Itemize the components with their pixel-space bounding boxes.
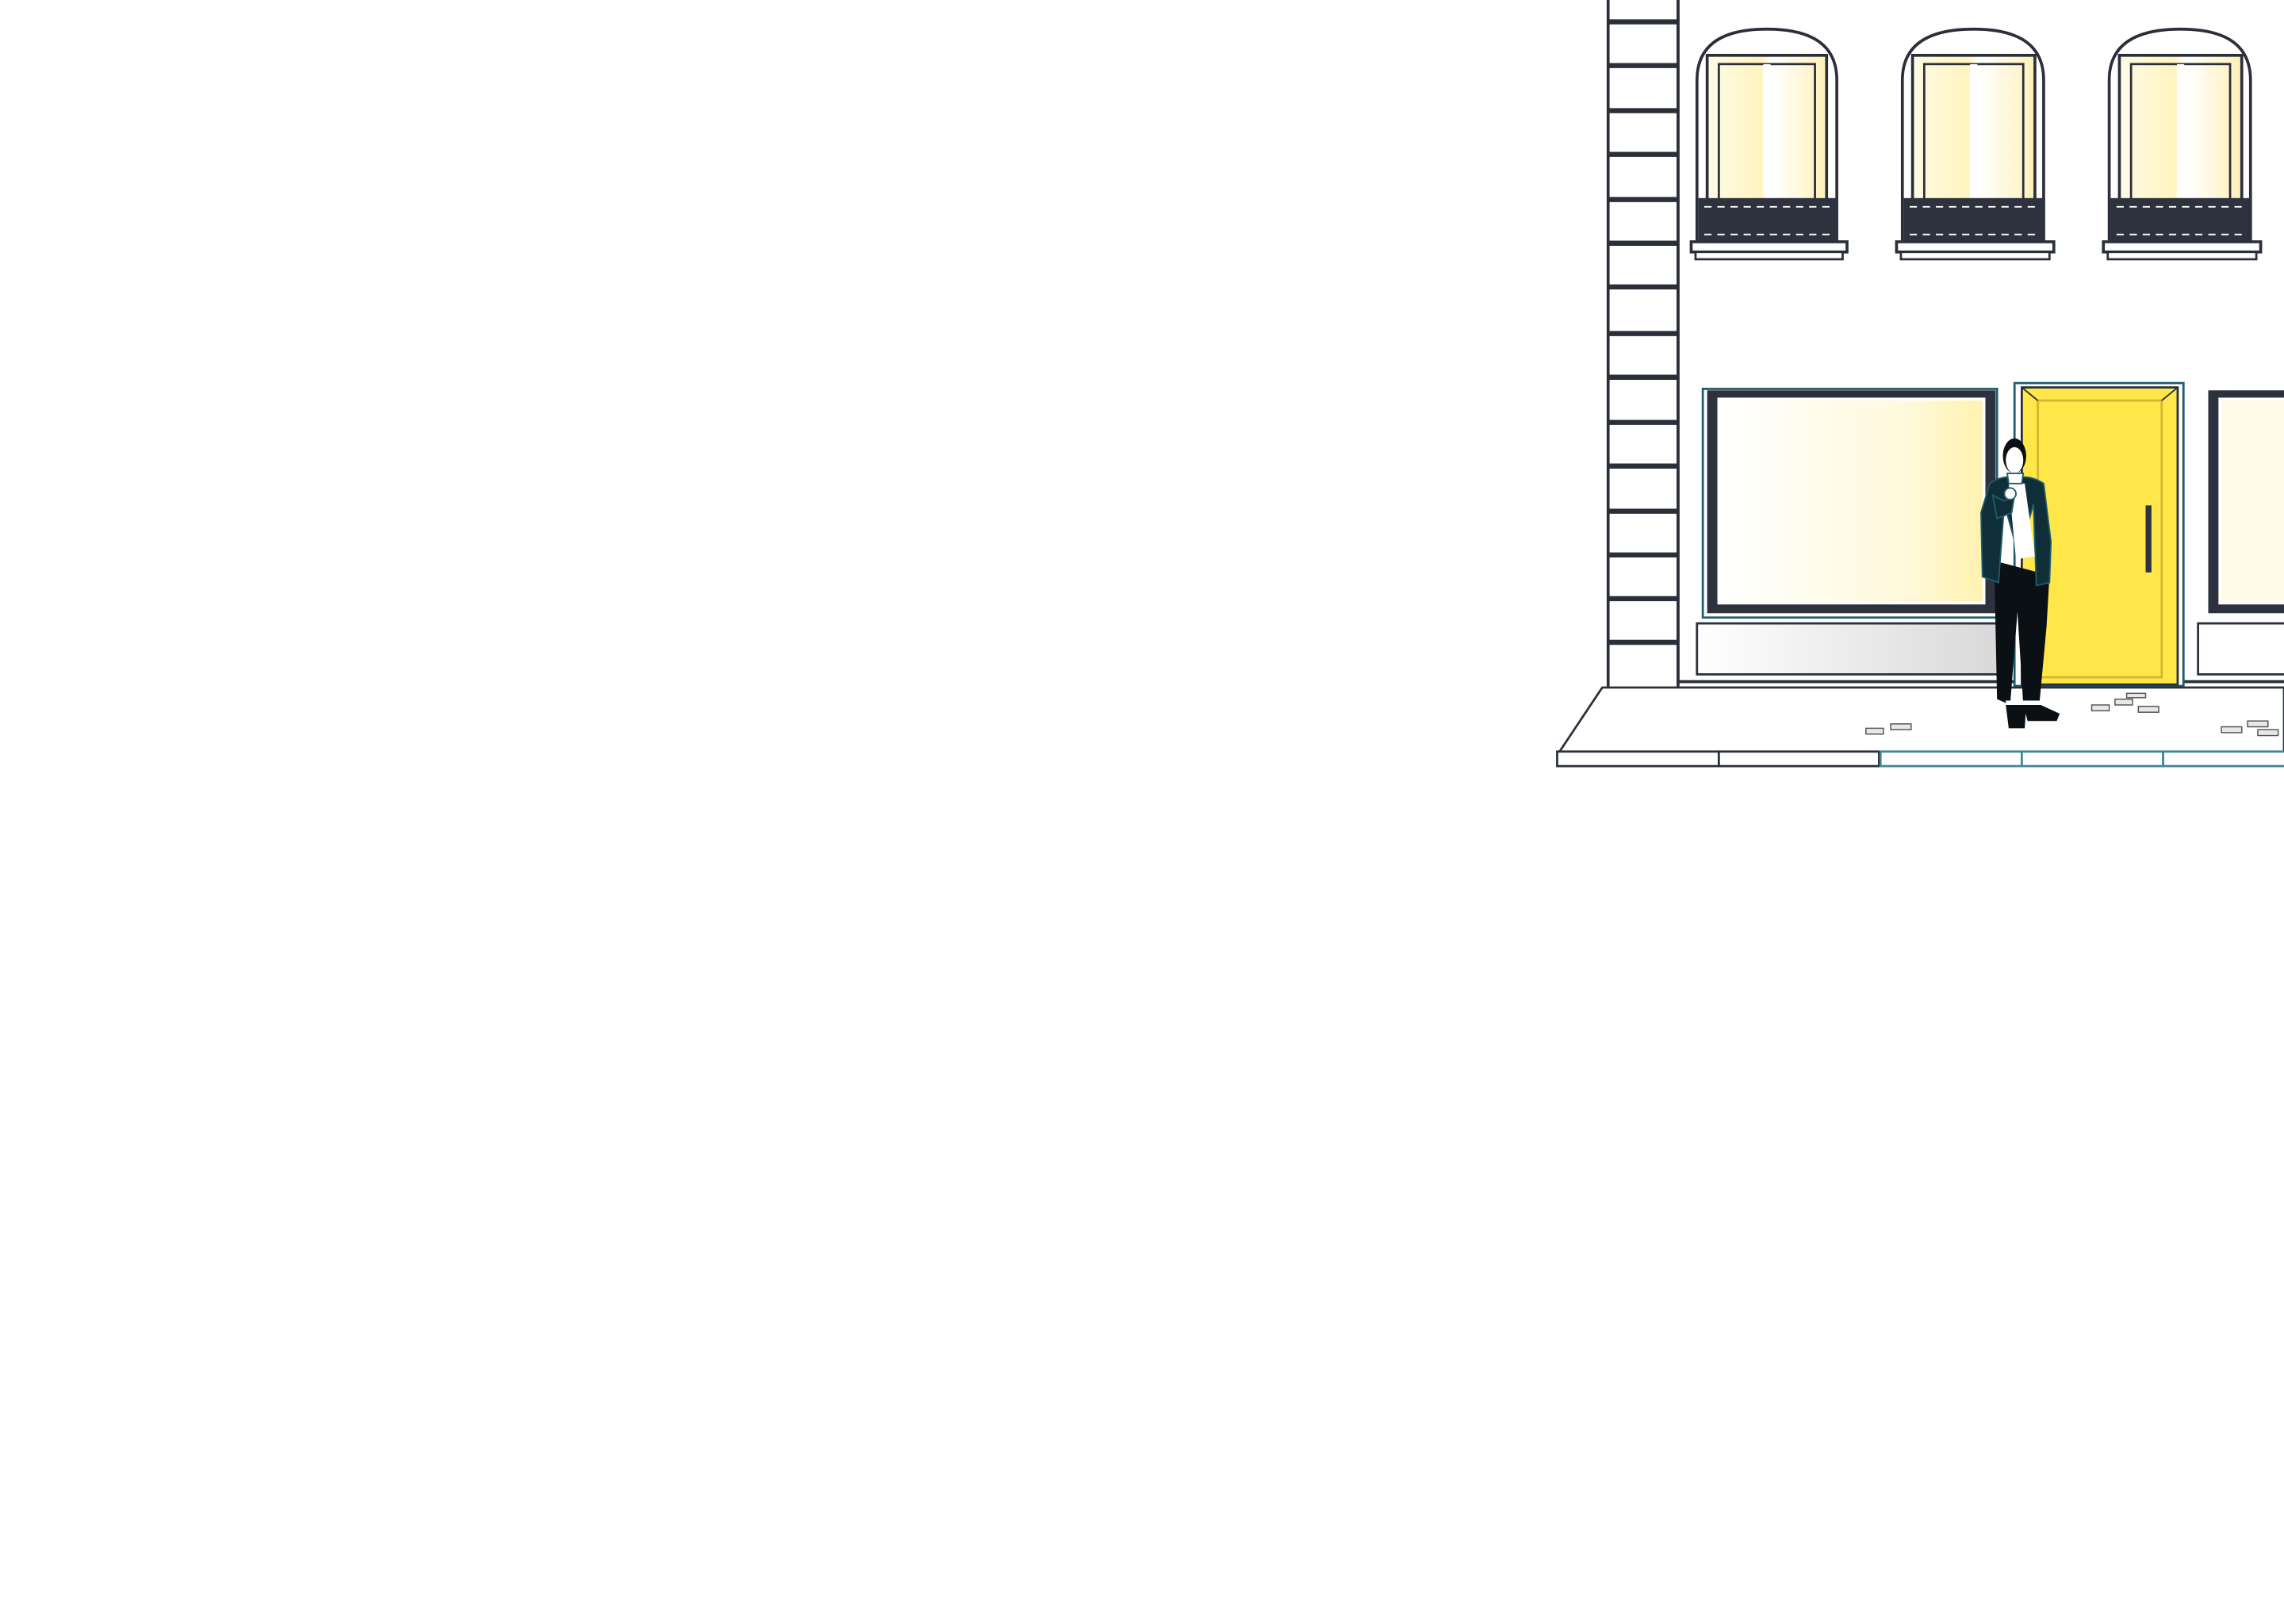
upper-window-3 (2102, 27, 2263, 261)
shop-window-right (2197, 390, 2284, 676)
door-icon (2013, 381, 2185, 688)
person-icon (1980, 438, 2060, 729)
upper-window-1 (1689, 27, 1849, 261)
ladder-icon (1606, 0, 1680, 688)
sidewalk (1556, 686, 2284, 768)
shop-window (1696, 388, 2004, 676)
upper-window-2 (1895, 27, 2056, 261)
